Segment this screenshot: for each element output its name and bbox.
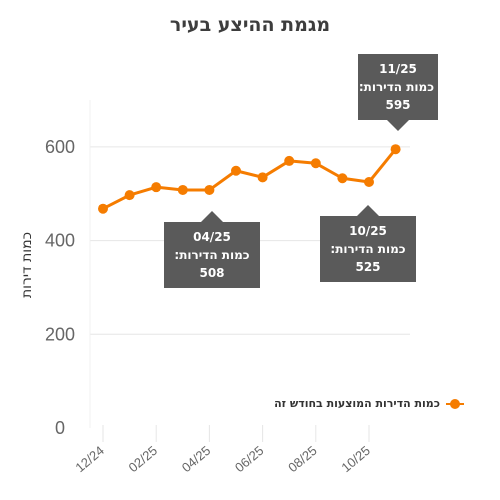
callout-value: 595	[385, 98, 411, 112]
callout-arrow	[356, 205, 380, 217]
data-point	[390, 144, 401, 155]
x-tick-label: 12/24	[72, 443, 107, 475]
callout-date: 11/25	[379, 62, 417, 76]
y-tick-label: 0	[55, 418, 65, 438]
series-line	[102, 148, 397, 211]
callout-label: כמות הדירות:	[330, 242, 406, 256]
y-tick-label: 600	[45, 137, 75, 157]
callout-label: כמות הדירות:	[358, 80, 434, 94]
data-point	[98, 203, 108, 214]
legend[interactable]: כמות הדירות המוצעות בחודש זה	[274, 397, 464, 410]
data-point	[151, 182, 162, 193]
callout-value: 508	[199, 266, 225, 280]
legend-series-label: כמות הדירות המוצעות בחודש זה	[274, 397, 440, 410]
callout-arrow	[386, 119, 410, 131]
data-point	[310, 158, 321, 169]
callout-10-25: 10/25 כמות הדירות: 525	[320, 205, 416, 282]
y-tick-label: 200	[45, 324, 75, 344]
x-tick-label: 08/25	[285, 443, 320, 475]
data-point	[257, 172, 268, 183]
callout-arrow	[200, 211, 224, 223]
callout-date: 10/25	[349, 224, 387, 238]
data-point	[364, 177, 374, 187]
data-point	[177, 184, 188, 195]
chart-title: מגמת ההיצע בעיר	[169, 14, 331, 36]
y-tick-label: 400	[45, 231, 75, 251]
data-point	[231, 165, 241, 176]
callout-04-25: 04/25 כמות הדירות: 508	[164, 211, 260, 288]
callout-date: 04/25	[193, 230, 231, 244]
callout-11-25: 11/25 כמות הדירות: 595	[358, 54, 438, 131]
callout-value: 525	[355, 260, 381, 274]
legend-series-swatch	[446, 398, 464, 410]
callout-label: כמות הדירות:	[174, 248, 250, 262]
data-point	[337, 173, 348, 184]
x-tick-label: 04/25	[179, 443, 214, 475]
data-point	[204, 184, 215, 195]
x-tick-label: 06/25	[232, 443, 267, 475]
x-tick-label: 02/25	[126, 443, 161, 475]
data-point	[124, 190, 135, 201]
x-tick-label: 10/25	[338, 443, 373, 475]
data-point	[284, 155, 295, 166]
